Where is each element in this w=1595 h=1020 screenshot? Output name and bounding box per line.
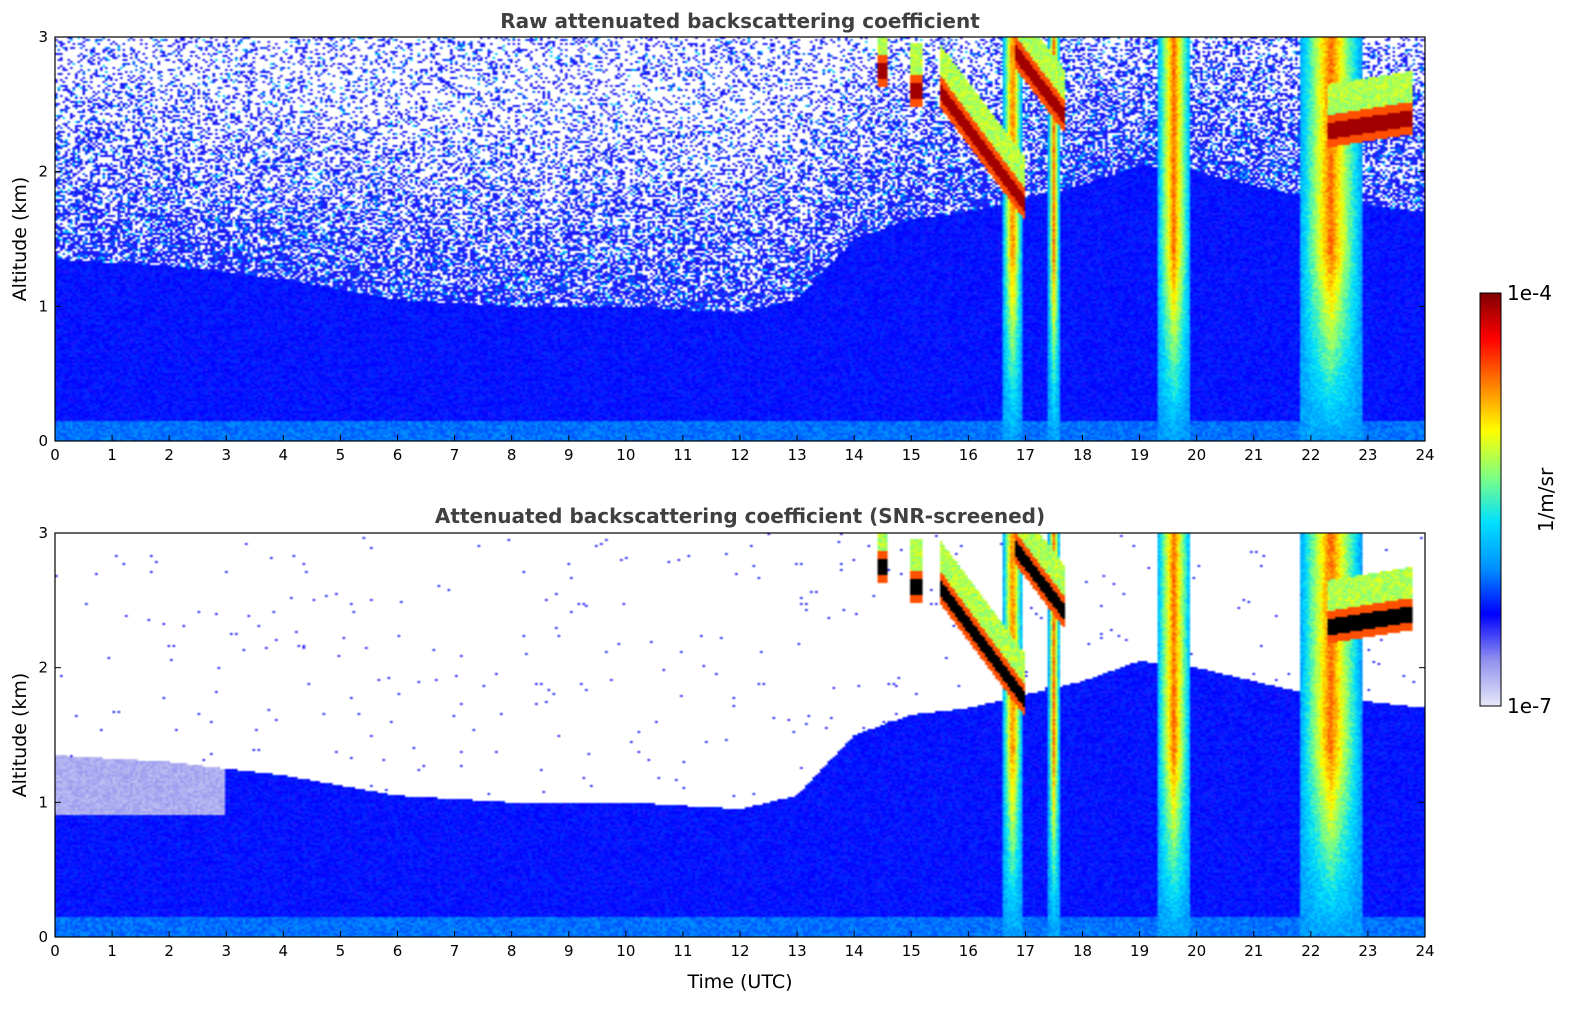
x-tick-label: 1 (107, 942, 117, 960)
y-tick-label: 2 (38, 163, 48, 181)
x-tick-label: 13 (788, 446, 807, 464)
x-tick-label: 17 (1016, 446, 1035, 464)
x-tick-label: 6 (393, 446, 403, 464)
y-axis-label-screened: Altitude (km) (9, 673, 31, 798)
heatmap-raw (55, 37, 1425, 441)
x-tick-label: 7 (450, 942, 460, 960)
x-tick-label: 19 (1130, 942, 1149, 960)
x-tick-label: 12 (730, 942, 749, 960)
panel-screened: Attenuated backscattering coefficient (S… (9, 504, 1435, 993)
colorbar-unit-label: 1/m/sr (1534, 467, 1558, 532)
colorbar-min-label: 1e-7 (1507, 694, 1552, 718)
x-tick-label: 5 (336, 942, 346, 960)
y-tick-label: 3 (38, 524, 48, 542)
x-tick-label: 23 (1358, 942, 1377, 960)
x-tick-label: 15 (902, 942, 921, 960)
x-tick-label: 19 (1130, 446, 1149, 464)
x-tick-label: 23 (1358, 446, 1377, 464)
y-axis-raw: 0 1 2 3 (38, 28, 1425, 450)
x-tick-label: 12 (730, 446, 749, 464)
heatmap-screened (55, 533, 1425, 937)
x-tick-label: 10 (616, 446, 635, 464)
x-tick-label: 22 (1301, 942, 1320, 960)
x-tick-label: 2 (164, 942, 174, 960)
colorbar-max-label: 1e-4 (1507, 281, 1552, 305)
y-tick-label: 1 (38, 297, 48, 315)
x-tick-label: 24 (1415, 942, 1434, 960)
x-tick-label: 8 (507, 446, 517, 464)
x-tick-label: 16 (959, 446, 978, 464)
x-tick-label: 20 (1187, 942, 1206, 960)
x-tick-label: 3 (221, 446, 231, 464)
x-tick-label: 21 (1244, 446, 1263, 464)
y-tick-label: 3 (38, 28, 48, 46)
x-axis-raw: 0 1 2 3 4 5 6 7 8 9 10 11 12 13 14 15 16 17 18 19 20 21 22 23 24 (50, 435, 1435, 464)
x-tick-label: 7 (450, 446, 460, 464)
y-tick-label: 0 (38, 928, 48, 946)
x-tick-label: 21 (1244, 942, 1263, 960)
x-tick-label: 4 (279, 942, 289, 960)
y-tick-label: 2 (38, 659, 48, 677)
x-tick-label: 4 (279, 446, 289, 464)
colorbar: 1e-4 1e-7 1/m/sr (1479, 281, 1558, 718)
chart-title-screened: Attenuated backscattering coefficient (S… (435, 504, 1045, 528)
x-tick-label: 15 (902, 446, 921, 464)
x-tick-label: 8 (507, 942, 517, 960)
x-tick-label: 14 (845, 446, 864, 464)
x-tick-label: 16 (959, 942, 978, 960)
x-tick-label: 13 (788, 942, 807, 960)
x-axis-screened: 0 1 2 3 4 5 6 7 8 9 10 11 12 13 14 15 16 17 18 19 20 21 22 23 24 (50, 931, 1435, 960)
y-axis-label-raw: Altitude (km) (9, 177, 31, 302)
y-tick-label: 0 (38, 432, 48, 450)
x-tick-label: 3 (221, 942, 231, 960)
x-tick-label: 14 (845, 942, 864, 960)
x-tick-label: 9 (564, 942, 574, 960)
x-tick-label: 18 (1073, 446, 1092, 464)
x-tick-label: 17 (1016, 942, 1035, 960)
x-tick-label: 18 (1073, 942, 1092, 960)
x-tick-label: 9 (564, 446, 574, 464)
x-tick-label: 0 (50, 942, 60, 960)
y-tick-label: 1 (38, 793, 48, 811)
x-tick-label: 5 (336, 446, 346, 464)
x-tick-label: 0 (50, 446, 60, 464)
x-tick-label: 2 (164, 446, 174, 464)
chart-title-raw: Raw attenuated backscattering coefficien… (500, 9, 980, 33)
x-tick-label: 10 (616, 942, 635, 960)
colorbar-gradient (1479, 292, 1502, 707)
x-tick-label: 20 (1187, 446, 1206, 464)
x-tick-label: 11 (673, 942, 692, 960)
x-axis-label: Time (UTC) (686, 971, 792, 993)
x-tick-label: 6 (393, 942, 403, 960)
y-axis-screened: 0 1 2 3 (38, 524, 1425, 946)
panel-raw: Raw attenuated backscattering coefficien… (9, 9, 1435, 464)
x-tick-label: 24 (1415, 446, 1434, 464)
x-tick-label: 22 (1301, 446, 1320, 464)
x-tick-label: 11 (673, 446, 692, 464)
x-tick-label: 1 (107, 446, 117, 464)
